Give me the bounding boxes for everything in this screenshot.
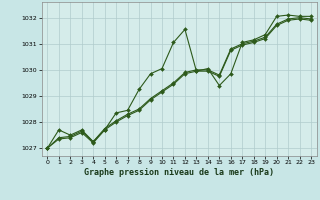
X-axis label: Graphe pression niveau de la mer (hPa): Graphe pression niveau de la mer (hPa)	[84, 168, 274, 177]
